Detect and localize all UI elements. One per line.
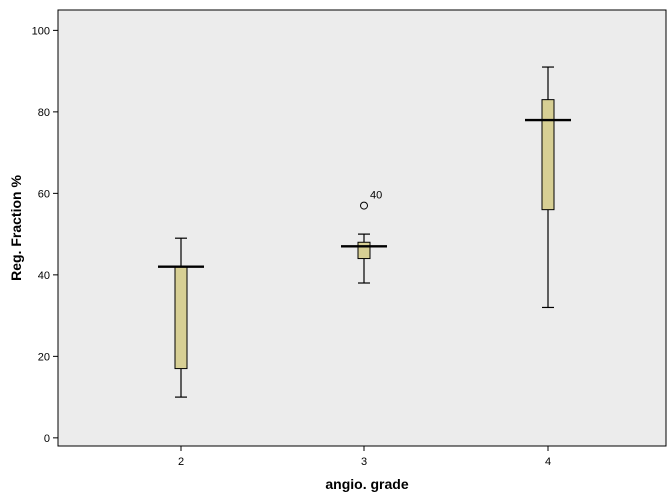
box-group-2 [158,237,204,398]
x-axis: 2 3 4 [178,446,551,468]
box-iqr [541,99,555,211]
box-group-4 [525,66,571,309]
box-iqr [357,241,371,260]
outlier-point [360,201,368,210]
y-tick-label: 60 [38,188,50,200]
y-tick-label: 40 [38,270,50,282]
x-tick-label: 4 [545,456,551,468]
x-axis-title: angio. grade [325,476,408,492]
y-axis-title: Reg. Fraction % [8,175,24,281]
x-tick-label: 2 [178,456,184,468]
outlier-label: 40 [370,190,382,202]
y-tick-label: 100 [32,25,50,37]
y-tick-label: 0 [44,433,50,445]
y-tick-label: 80 [38,107,50,119]
x-tick-label: 3 [361,456,367,468]
box-iqr [174,266,188,370]
plot-area [57,9,667,447]
box-series: 40 [158,66,571,398]
y-axis: 0 20 40 60 80 100 [32,25,58,445]
box-group-3: 40 [341,190,387,284]
y-tick-label: 20 [38,351,50,363]
